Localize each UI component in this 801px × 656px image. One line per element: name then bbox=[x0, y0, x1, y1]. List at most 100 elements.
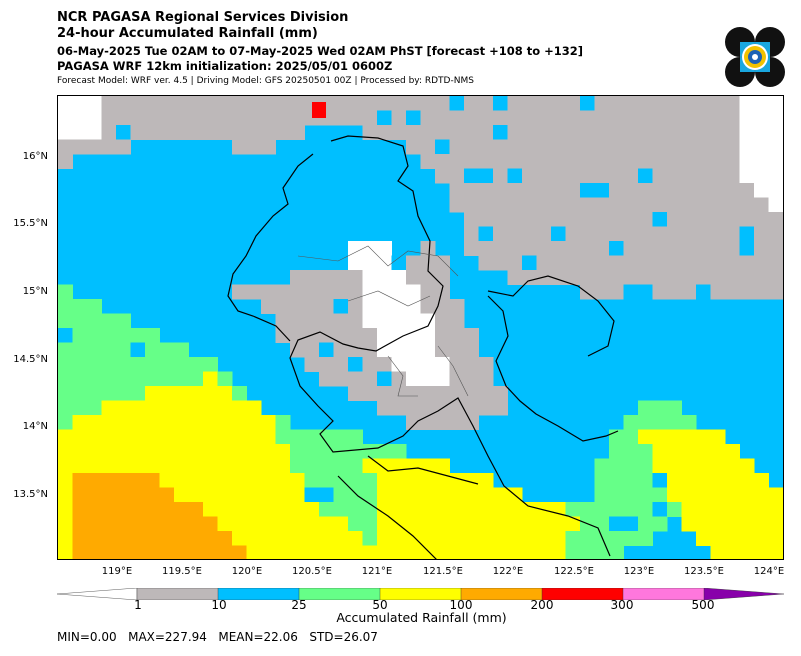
rain-cell bbox=[290, 342, 305, 358]
rain-cell bbox=[72, 502, 88, 517]
rain-cell bbox=[145, 473, 160, 488]
rain-cell bbox=[362, 444, 378, 459]
rain-cell bbox=[594, 168, 610, 184]
rain-cell bbox=[188, 516, 204, 532]
rain-cell bbox=[449, 545, 465, 559]
rain-cell bbox=[522, 96, 537, 111]
rain-cell bbox=[623, 444, 639, 459]
rain-cell bbox=[652, 168, 668, 184]
rain-cell bbox=[101, 516, 117, 532]
rain-cell bbox=[493, 226, 508, 242]
rain-cell bbox=[275, 313, 291, 329]
rain-cell bbox=[580, 154, 595, 169]
rain-cell bbox=[507, 110, 523, 126]
rain-cell bbox=[420, 386, 436, 401]
rain-cell bbox=[377, 342, 392, 358]
rain-cell bbox=[507, 516, 523, 532]
rain-cell bbox=[261, 139, 276, 155]
rain-cell bbox=[696, 284, 711, 300]
rain-cell bbox=[377, 444, 392, 459]
rain-cell bbox=[594, 226, 610, 242]
rain-cell bbox=[391, 299, 407, 314]
rain-cell bbox=[768, 154, 783, 169]
rain-cell bbox=[478, 212, 494, 227]
rain-cell bbox=[754, 241, 769, 256]
rain-cell bbox=[101, 400, 117, 416]
rain-cell bbox=[261, 502, 276, 517]
rain-cell bbox=[217, 473, 233, 488]
rain-cell bbox=[609, 168, 624, 184]
rain-cell bbox=[594, 545, 610, 559]
rain-cell bbox=[551, 545, 566, 559]
rain-cell bbox=[406, 139, 421, 155]
rain-cell bbox=[725, 473, 740, 488]
rain-cell bbox=[232, 473, 247, 488]
rain-cell bbox=[623, 168, 639, 184]
rain-cell bbox=[681, 473, 697, 488]
rain-cell bbox=[72, 415, 88, 430]
rain-cell bbox=[319, 284, 334, 300]
rain-cell bbox=[232, 400, 247, 416]
rain-cell bbox=[174, 415, 189, 430]
rain-cell bbox=[116, 386, 131, 401]
rain-cell bbox=[362, 502, 378, 517]
rain-cell bbox=[101, 545, 117, 559]
rain-cell bbox=[652, 226, 668, 242]
rain-cell bbox=[87, 299, 102, 314]
rain-cell bbox=[188, 444, 204, 459]
rain-cell bbox=[406, 531, 421, 546]
rain-cell bbox=[449, 531, 465, 546]
rain-cell bbox=[290, 96, 305, 111]
rain-cell bbox=[145, 502, 160, 517]
rain-cell bbox=[362, 328, 378, 343]
rain-cell bbox=[551, 154, 566, 169]
rain-cell bbox=[246, 531, 262, 546]
rain-cell bbox=[72, 342, 88, 358]
lon-label-124: 124°E bbox=[753, 566, 785, 577]
rain-cell bbox=[507, 531, 523, 546]
rain-cell bbox=[725, 458, 740, 474]
rain-cell bbox=[406, 357, 421, 372]
rain-cell bbox=[58, 284, 73, 300]
rain-cell bbox=[116, 415, 131, 430]
rain-cell bbox=[609, 545, 624, 559]
rain-cell bbox=[449, 386, 465, 401]
rain-cell bbox=[551, 531, 566, 546]
rain-cell bbox=[319, 371, 334, 387]
rain-cell bbox=[623, 531, 639, 546]
rain-cell bbox=[536, 241, 552, 256]
rain-cell bbox=[406, 125, 421, 140]
rain-cell bbox=[681, 110, 697, 126]
rain-cell bbox=[696, 502, 711, 517]
rain-cell bbox=[217, 458, 233, 474]
map-title: NCR PAGASA Regional Services Division bbox=[57, 10, 349, 25]
rain-cell bbox=[667, 270, 682, 285]
rain-cell bbox=[130, 531, 146, 546]
rain-cell bbox=[246, 400, 262, 416]
rain-cell bbox=[116, 545, 131, 559]
rain-cell bbox=[232, 110, 247, 126]
rain-cell bbox=[304, 270, 320, 285]
rain-cell bbox=[478, 183, 494, 198]
rain-cell bbox=[290, 502, 305, 517]
rain-cell bbox=[290, 299, 305, 314]
rain-cell bbox=[507, 502, 523, 517]
rain-cell bbox=[623, 516, 639, 532]
rain-cell bbox=[420, 284, 436, 300]
rain-cell bbox=[565, 183, 581, 198]
rain-cell bbox=[609, 154, 624, 169]
rain-cell bbox=[203, 531, 218, 546]
rain-cell bbox=[696, 516, 711, 532]
rain-cell bbox=[638, 197, 653, 213]
coastline-0 bbox=[289, 135, 611, 557]
rain-cell bbox=[72, 429, 88, 445]
rain-cell bbox=[348, 386, 363, 401]
rain-cell bbox=[58, 313, 73, 329]
rain-cell bbox=[652, 255, 668, 271]
rain-cell bbox=[420, 415, 436, 430]
rain-cell bbox=[130, 110, 146, 126]
lat-label-14-5: 14.5°N bbox=[13, 354, 48, 365]
rain-cell bbox=[522, 154, 537, 169]
rain-cell bbox=[174, 429, 189, 445]
rain-cell bbox=[739, 487, 755, 503]
